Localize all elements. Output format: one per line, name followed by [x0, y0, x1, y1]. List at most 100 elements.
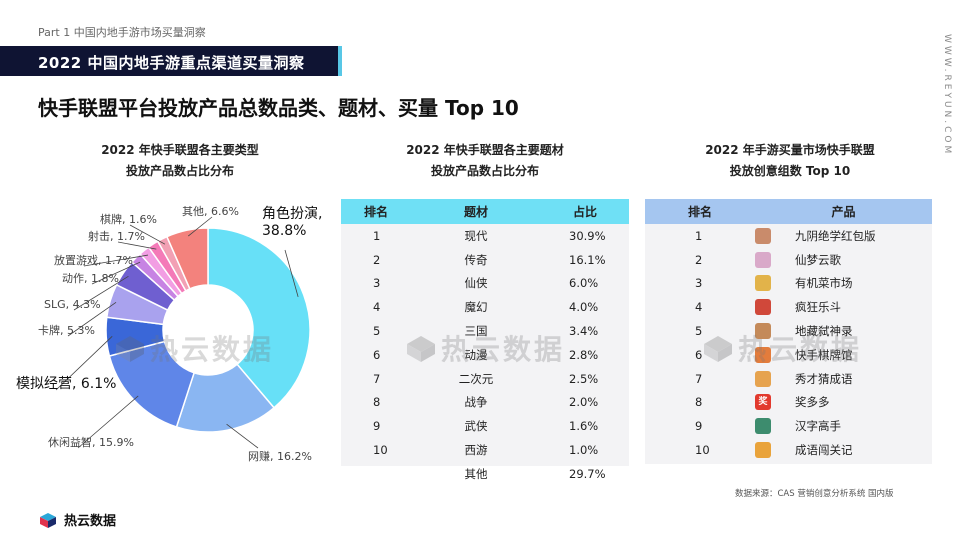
donut-slice — [207, 227, 311, 409]
product-name: 九阴绝学红包版 — [795, 228, 876, 243]
leader-line — [67, 302, 117, 337]
table2-cell-product: 汉字高手 — [755, 414, 932, 438]
table2-cell-rank: 9 — [695, 419, 703, 434]
table1-cell-share: 3.4% — [569, 324, 599, 339]
product-name: 奖多多 — [795, 395, 830, 410]
donut-title: 2022 年快手联盟各主要类型 投放产品数占比分布 — [60, 140, 300, 182]
table1-cell-theme: 三国 — [464, 324, 488, 339]
table1-cell-share: 1.6% — [569, 419, 599, 434]
table-row: 5 三国 3.4% — [341, 319, 629, 343]
table1-cell-rank: 9 — [373, 419, 381, 434]
table1-cell-rank — [341, 462, 411, 486]
table-row: 6 快手棋牌馆 — [645, 343, 932, 367]
table1-cell-share: 4.0% — [569, 300, 599, 315]
table-row: 8 战争 2.0% — [341, 391, 629, 415]
page-title: 快手联盟平台投放产品总数品类、题材、买量 Top 10 — [38, 96, 519, 120]
table1-cell-share: 2.8% — [569, 347, 599, 362]
table1-cell-rank: 7 — [373, 371, 381, 386]
game-app-icon — [755, 370, 771, 387]
theme-table: 排名 题材 占比 1 现代 30.9% 2 传奇 16.1% 3 仙侠 6.0% 4 魔幻 4.0% 5… — [341, 199, 629, 486]
table1-cell-share: 29.7% — [569, 466, 606, 481]
slice-label: 角色扮演, 38.8% — [262, 205, 322, 239]
table1-title-line2: 投放产品数占比分布 — [430, 164, 539, 178]
table2-cell-rank: 8 — [695, 395, 703, 410]
table1-cell-theme: 动漫 — [464, 347, 488, 362]
slice-label: 动作, 1.8% — [62, 272, 119, 285]
watermark-text-2: 热云数据 — [441, 333, 566, 366]
theme-table-panel: 排名 题材 占比 1 现代 30.9% 2 传奇 16.1% 3 仙侠 6.0% 4 魔幻 4.0% 5… — [341, 199, 629, 481]
table-row: 7 二次元 2.5% — [341, 367, 629, 391]
table2-cell-rank: 5 — [695, 324, 703, 339]
slice-label: 射击, 1.7% — [88, 229, 145, 243]
donut-title-line1: 2022 年快手联盟各主要类型 — [101, 143, 259, 157]
product-name: 仙梦云歌 — [795, 252, 841, 267]
table1-cell-theme: 其他 — [464, 466, 488, 481]
watermark-logo-icon — [116, 336, 144, 362]
table1-cell-rank: 6 — [373, 347, 381, 362]
table1-header-rank: 排名 — [341, 199, 411, 224]
table1-header-share: 占比 — [541, 199, 629, 224]
part-label: Part 1 中国内地手游市场买量洞察 — [38, 26, 206, 39]
slice-label: 其他, 6.6% — [182, 205, 239, 218]
product-table: 排名 产品 1 九阴绝学红包版 2 仙梦云歌 3 有机菜市场 4 疯狂乐斗 5 地藏弑神录 6 快手棋… — [645, 199, 932, 462]
table2-cell-rank: 1 — [695, 228, 703, 243]
table1-cell-rank: 10 — [373, 443, 388, 458]
slice-label: 模拟经营, 6.1% — [16, 376, 116, 392]
table1-cell-rank: 3 — [373, 276, 381, 291]
slice-label: 放置游戏, 1.7% — [54, 253, 133, 267]
table2-cell-product: 仙梦云歌 — [755, 248, 932, 272]
section-banner — [0, 46, 338, 76]
slice-label: 卡牌, 5.3% — [38, 323, 95, 337]
product-name: 地藏弑神录 — [795, 324, 853, 339]
table2-cell-product: 有机菜市场 — [755, 272, 932, 296]
table1-cell-theme: 仙侠 — [464, 276, 488, 291]
reyun-logo-icon — [40, 512, 56, 528]
table1-cell-share: 6.0% — [569, 276, 599, 291]
table1-cell-rank: 4 — [373, 300, 381, 315]
table-row: 3 有机菜市场 — [645, 272, 932, 296]
slice-label: SLG, 4.3% — [44, 298, 101, 311]
table-row: 1 九阴绝学红包版 — [645, 224, 932, 248]
table2-title-line2: 投放创意组数 Top 10 — [729, 164, 851, 178]
table1-cell-share: 16.1% — [569, 252, 606, 267]
table2-cell-rank: 2 — [695, 252, 703, 267]
table2-cell-rank: 4 — [695, 300, 703, 315]
table1-cell-theme: 魔幻 — [464, 300, 488, 315]
leader-line — [187, 216, 213, 237]
side-watermark: WWW.REYUN.COM — [942, 34, 952, 157]
table1-cell-rank: 1 — [373, 228, 381, 243]
table1-title: 2022 年快手联盟各主要题材 投放产品数占比分布 — [360, 140, 610, 182]
table1-cell-theme: 西游 — [464, 443, 488, 458]
table1-cell-rank: 5 — [373, 324, 381, 339]
table1-cell-share: 2.5% — [569, 371, 599, 386]
table-row: 4 魔幻 4.0% — [341, 295, 629, 319]
table-row: 1 现代 30.9% — [341, 224, 629, 248]
leader-line — [83, 254, 149, 267]
table1-cell-theme: 传奇 — [464, 252, 488, 267]
table2-cell-product: 成语闯关记 — [755, 438, 932, 462]
table-row: 3 仙侠 6.0% — [341, 272, 629, 296]
table1-cell-rank: 2 — [373, 252, 381, 267]
table-row: 7 秀才猜成语 — [645, 367, 932, 391]
table-row: 6 动漫 2.8% — [341, 343, 629, 367]
leader-line — [77, 395, 139, 449]
slice-label: 棋牌, 1.6% — [100, 212, 157, 226]
table-row: 2 仙梦云歌 — [645, 248, 932, 272]
section-title: 2022 中国内地手游重点渠道买量洞察 — [38, 54, 305, 72]
game-app-icon — [755, 323, 771, 340]
product-name: 成语闯关记 — [795, 443, 853, 458]
leader-line — [73, 275, 129, 311]
table-row: 其他 29.7% — [341, 462, 629, 486]
leader-line — [129, 224, 166, 245]
table1-cell-rank: 8 — [373, 395, 381, 410]
table2-header-product: 产品 — [755, 199, 932, 224]
product-name: 有机菜市场 — [795, 276, 853, 291]
product-table-panel: 排名 产品 1 九阴绝学红包版 2 仙梦云歌 3 有机菜市场 4 疯狂乐斗 5 地藏弑神录 6 快手棋… — [645, 199, 932, 464]
slice-label: 休闲益智, 15.9% — [48, 435, 134, 449]
watermark-logo-icon — [407, 336, 435, 362]
table1-cell-theme: 现代 — [464, 228, 488, 243]
donut-title-line2: 投放产品数占比分布 — [125, 164, 234, 178]
donut-chart: 角色扮演, 38.8% 网赚, 16.2% 休闲益智, 15.9% 模拟经营, 6.1%… — [16, 205, 322, 463]
table-row: 9 汉字高手 — [645, 414, 932, 438]
product-name: 快手棋牌馆 — [795, 347, 853, 362]
